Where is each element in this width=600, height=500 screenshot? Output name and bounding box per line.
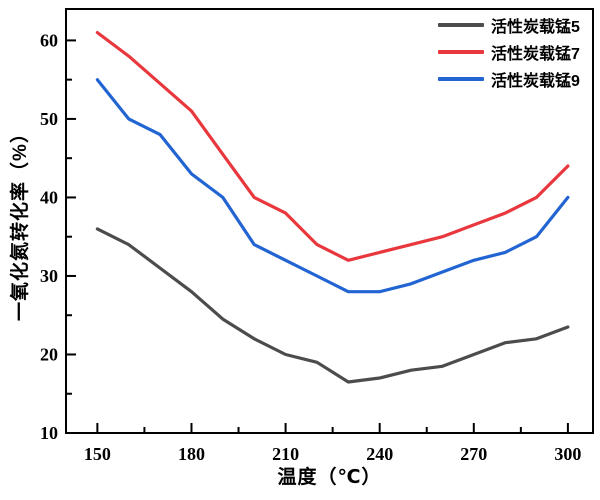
- legend-item-mn5: 活性炭载锰5: [438, 16, 580, 36]
- legend-label: 活性炭载锰9: [491, 73, 580, 90]
- x-tick-label: 210: [272, 444, 299, 464]
- legend-item-mn7: 活性炭载锰7: [438, 43, 580, 63]
- legend-line-swatch-gray: [438, 23, 484, 27]
- y-tick-label: 10: [40, 423, 58, 443]
- legend-line-swatch-red: [438, 50, 484, 54]
- y-tick-label: 30: [40, 266, 58, 286]
- y-axis-title: 一氧化氮转化率（%）: [10, 123, 31, 321]
- series-line-活性炭载锰7: [95, 30, 570, 262]
- legend: 活性炭载锰5 活性炭载锰7 活性炭载锰9: [438, 16, 580, 90]
- y-tick-label: 40: [40, 187, 58, 207]
- series-line-活性炭载锰5: [95, 227, 570, 384]
- plot-frame: [65, 8, 594, 434]
- x-tick-label: 240: [366, 444, 393, 464]
- legend-label: 活性炭载锰7: [491, 46, 580, 63]
- legend-label: 活性炭载锰5: [491, 19, 580, 36]
- y-tick-label: 50: [40, 109, 58, 129]
- y-tick-label: 20: [40, 344, 58, 364]
- legend-item-mn9: 活性炭载锰9: [438, 70, 580, 90]
- x-tick-label: 300: [554, 444, 581, 464]
- x-tick-label: 270: [460, 444, 487, 464]
- y-tick-label: 60: [40, 30, 58, 50]
- series-line-活性炭载锰9: [95, 78, 570, 294]
- x-axis-title: 温度（℃）: [277, 467, 382, 488]
- x-tick-label: 150: [84, 444, 111, 464]
- legend-line-swatch-blue: [438, 77, 484, 81]
- x-tick-label: 180: [178, 444, 205, 464]
